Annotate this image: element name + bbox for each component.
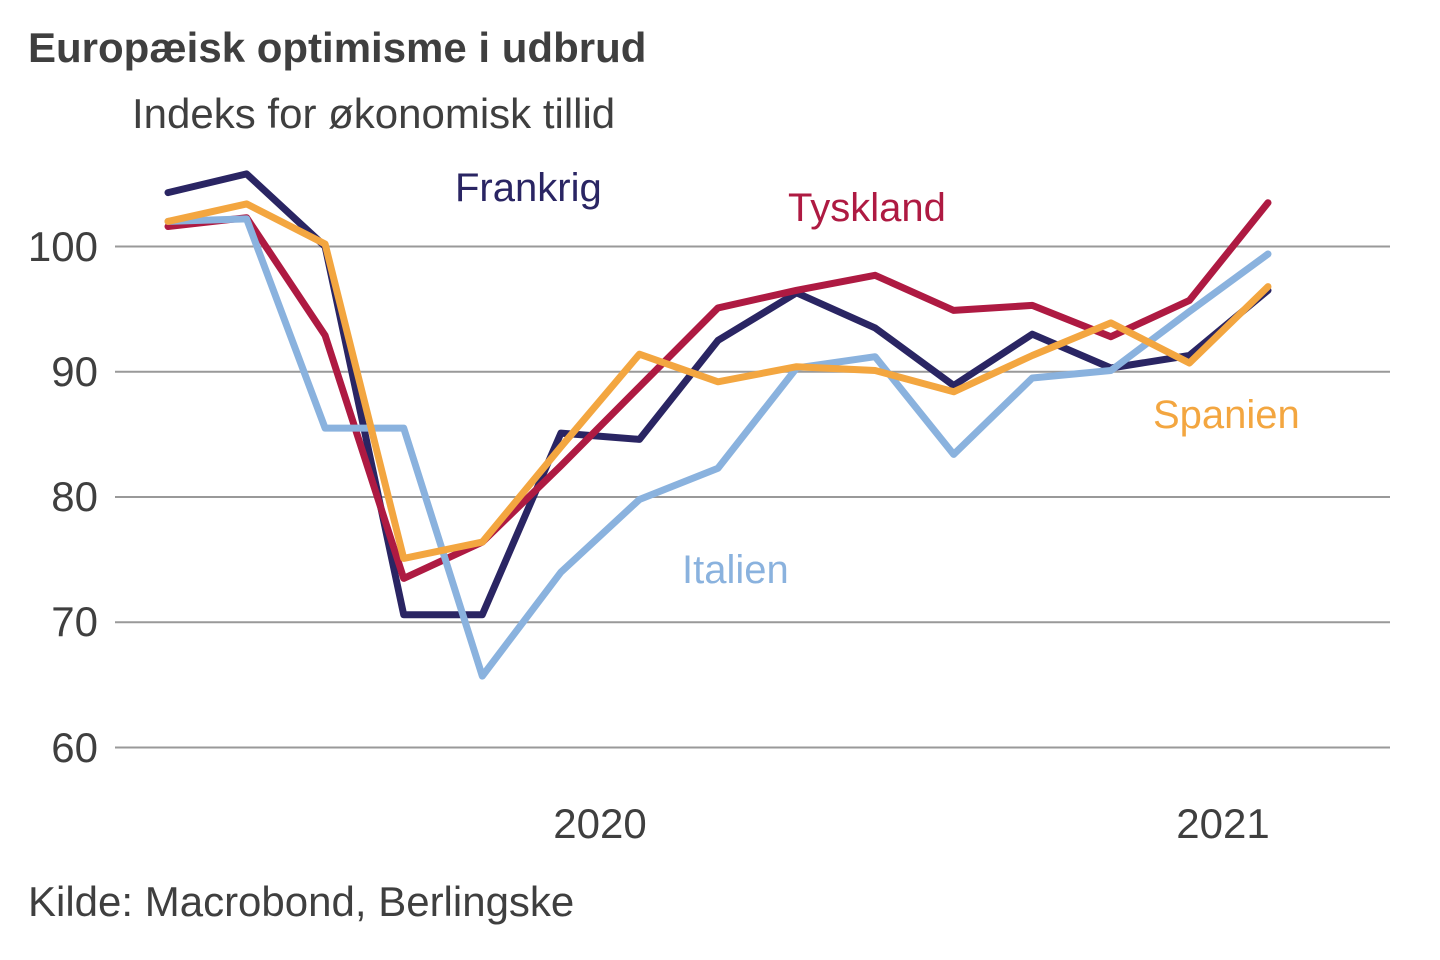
line-tyskland (164, 199, 1272, 582)
chart-subtitle: Indeks for økonomisk tillid (132, 90, 616, 137)
chart-title: Europæisk optimisme i udbrud (28, 24, 647, 71)
line-spanien (164, 200, 1272, 562)
series-label-spanien: Spanien (1153, 393, 1300, 437)
line-frankrig (164, 170, 1272, 619)
y-tick-label-90: 90 (51, 347, 98, 395)
y-tick-label-60: 60 (51, 723, 98, 771)
y-tick-label-70: 70 (51, 598, 98, 646)
y-tick-label-100: 100 (27, 222, 98, 270)
line-italien (164, 215, 1272, 680)
x-axis-tick-2021: 2021 (1176, 800, 1270, 847)
series-label-frankrig: Frankrig (455, 166, 602, 210)
series-label-tyskland: Tyskland (788, 186, 946, 230)
series-label-italien: Italien (682, 548, 789, 592)
x-axis-tick-2020: 2020 (553, 800, 647, 847)
source-attribution: Kilde: Macrobond, Berlingske (28, 878, 575, 925)
y-tick-label-80: 80 (51, 473, 98, 520)
